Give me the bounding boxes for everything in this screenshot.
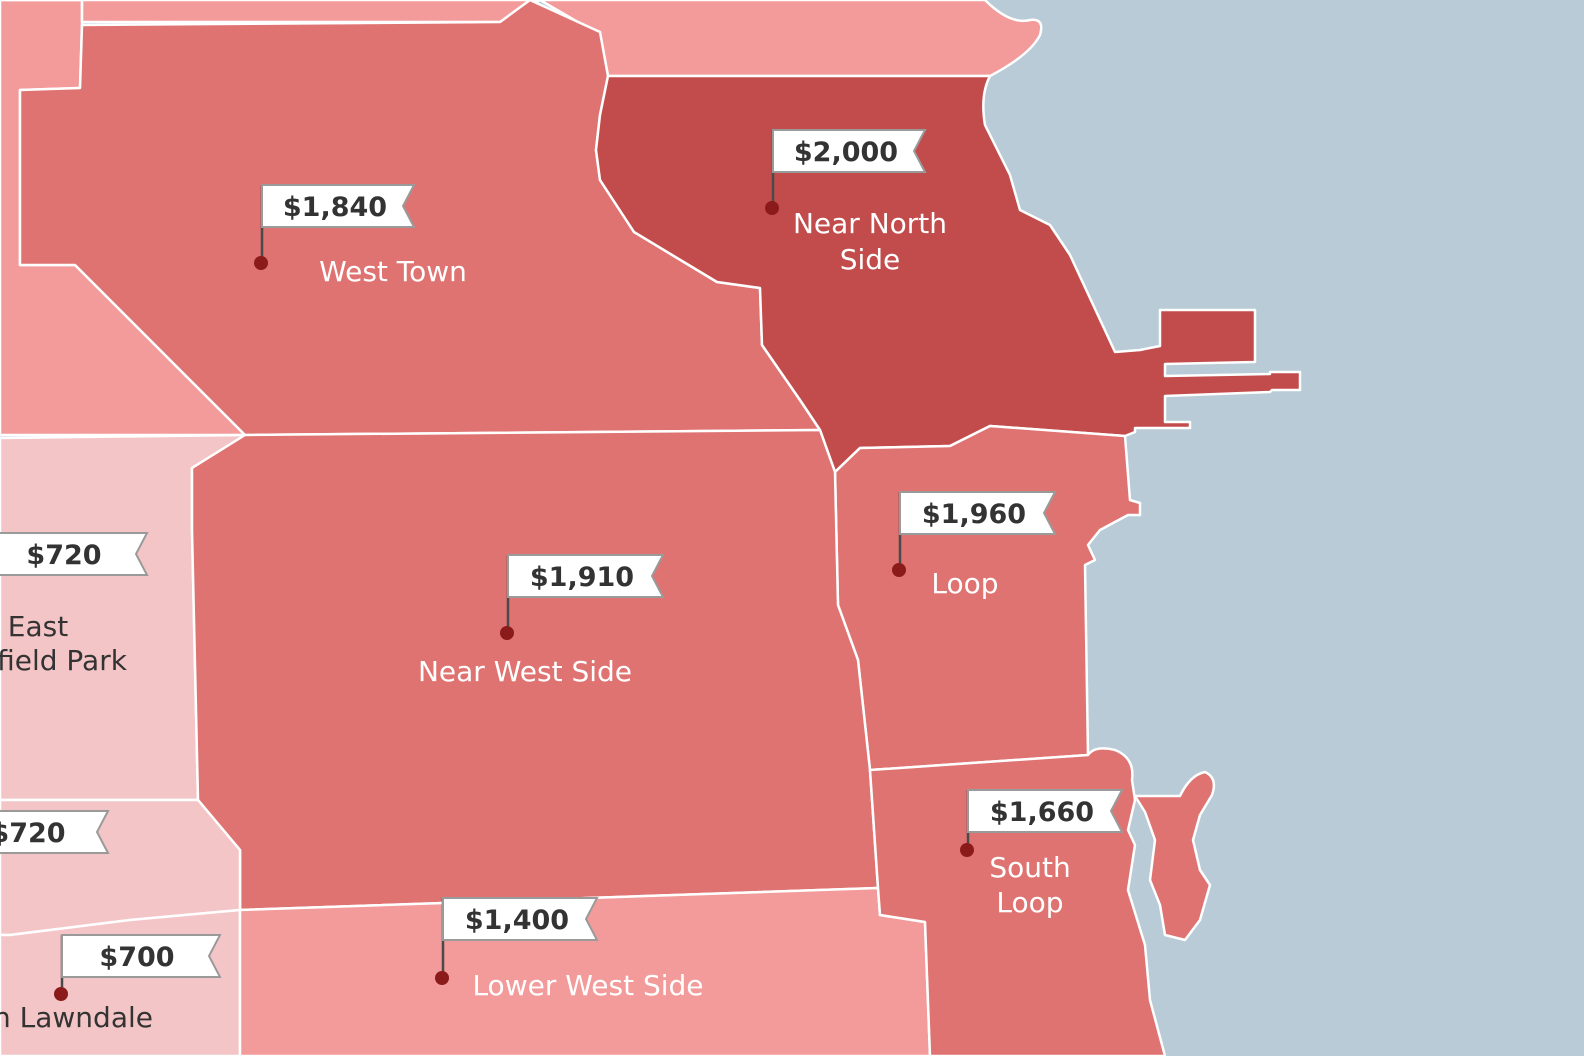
label-near-north-side-line1: Near North xyxy=(793,207,947,240)
label-south-loop-line2: Loop xyxy=(996,886,1063,919)
label-south-loop-line1: South xyxy=(989,851,1070,884)
rent-flag-south-loop[interactable]: $1,660 xyxy=(960,789,1124,857)
rent-value-west-town: $1,840 xyxy=(283,192,387,223)
rent-flag-near-north-side[interactable]: $2,000 xyxy=(765,129,927,215)
rent-flag-east-garfield-park[interactable]: $720 xyxy=(0,532,149,576)
label-loop: Loop xyxy=(931,567,998,600)
rent-flag-near-west-side[interactable]: $1,910 xyxy=(500,554,665,640)
label-lower-west-side: Lower West Side xyxy=(472,969,703,1002)
pin-south-loop xyxy=(960,843,974,857)
rent-value-lower-west-side: $1,400 xyxy=(465,905,569,936)
pin-west-town xyxy=(254,256,268,270)
rent-value-north-lawndale: $700 xyxy=(99,942,174,973)
label-near-north-side-line2: Side xyxy=(840,243,901,276)
rent-value-near-west-side: $1,910 xyxy=(530,562,634,593)
label-east-garfield-park-line1: East xyxy=(8,610,68,643)
label-east-garfield-park-line2: field Park xyxy=(0,644,128,677)
pin-loop xyxy=(892,563,906,577)
pin-near-west-side xyxy=(500,626,514,640)
pin-near-north-side xyxy=(765,201,779,215)
rent-value-near-north-side: $2,000 xyxy=(794,137,898,168)
rent-flag-lower-west-side[interactable]: $1,400 xyxy=(435,897,599,985)
rent-flag-north-lawndale[interactable]: $700 xyxy=(54,934,222,1001)
pin-north-lawndale xyxy=(54,987,68,1001)
rent-value-east-garfield-park: $720 xyxy=(26,540,101,571)
label-north-lawndale: n Lawndale xyxy=(0,1001,153,1034)
region-north-lawndale[interactable] xyxy=(0,908,242,1056)
rent-value-south-loop: $1,660 xyxy=(990,797,1094,828)
label-west-town: West Town xyxy=(319,255,467,288)
rent-value-unnamed-west: $720 xyxy=(0,818,66,849)
pin-lower-west-side xyxy=(435,971,449,985)
rent-flag-loop[interactable]: $1,960 xyxy=(892,491,1057,577)
rent-value-loop: $1,960 xyxy=(922,499,1026,530)
region-northerly-island[interactable] xyxy=(1133,770,1216,942)
label-near-west-side: Near West Side xyxy=(418,655,632,688)
rent-flag-west-town[interactable]: $1,840 xyxy=(254,184,416,270)
rent-flag-unnamed-west[interactable]: $720 xyxy=(0,810,110,854)
